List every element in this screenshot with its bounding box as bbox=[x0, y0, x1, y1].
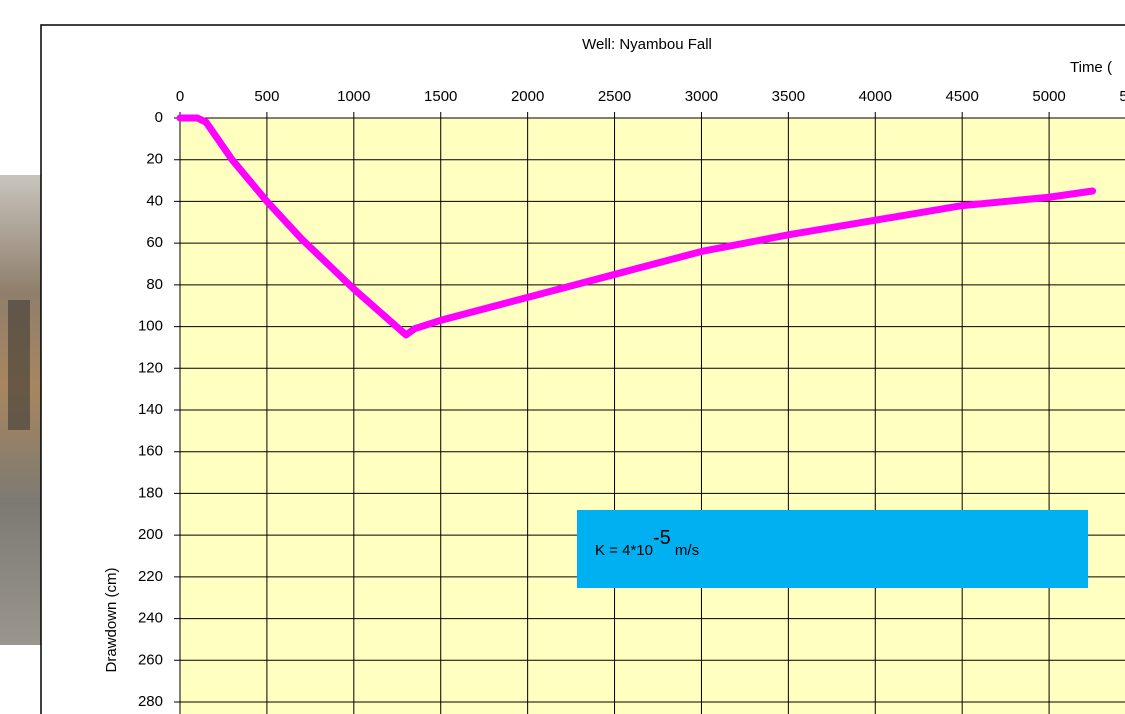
annotation-main: K = 4*10 bbox=[595, 542, 653, 559]
y-tick-label: 240 bbox=[138, 610, 163, 627]
y-tick-label: 140 bbox=[138, 401, 163, 418]
annotation-superscript: -5 bbox=[653, 527, 671, 549]
x-tick-label: 5500 bbox=[1119, 88, 1125, 105]
y-tick-label: 60 bbox=[146, 234, 163, 251]
y-tick-label: 200 bbox=[138, 526, 163, 543]
y-tick-label: 220 bbox=[138, 568, 163, 585]
screen: Well: Nyambou Fall Time ( Drawdown (cm) … bbox=[0, 0, 1125, 714]
y-tick-label: 180 bbox=[138, 484, 163, 501]
annotation-unit: m/s bbox=[671, 542, 699, 559]
x-tick-label: 2500 bbox=[598, 88, 631, 105]
plot-background bbox=[180, 118, 1125, 714]
x-tick-label: 1000 bbox=[337, 88, 370, 105]
chart-title: Well: Nyambou Fall bbox=[582, 36, 712, 53]
y-tick-label: 20 bbox=[146, 151, 163, 168]
y-tick-label: 40 bbox=[146, 192, 163, 209]
x-tick-label: 4500 bbox=[945, 88, 978, 105]
x-tick-label: 0 bbox=[176, 88, 184, 105]
y-tick-label: 280 bbox=[138, 693, 163, 710]
y-tick-label: 80 bbox=[146, 276, 163, 293]
annotation: K = 4*10-5 m/s bbox=[577, 510, 1088, 588]
plot: 0 20 40 60 80 100 120 140 160 180 200 220 240 260 280 0… bbox=[138, 88, 1125, 714]
x-tick-label: 3000 bbox=[685, 88, 718, 105]
y-tick-label: 100 bbox=[138, 318, 163, 335]
x-tick-label: 5000 bbox=[1032, 88, 1065, 105]
x-axis-label: Time ( bbox=[1070, 59, 1112, 76]
y-tick-label: 0 bbox=[155, 109, 163, 126]
x-tick-label: 1500 bbox=[424, 88, 457, 105]
x-tick-label: 2000 bbox=[511, 88, 544, 105]
y-tick-label: 120 bbox=[138, 359, 163, 376]
photo-detail bbox=[8, 300, 30, 430]
x-tick-label: 3500 bbox=[772, 88, 805, 105]
x-tick-label: 4000 bbox=[859, 88, 892, 105]
y-axis-label: Drawdown (cm) bbox=[103, 567, 120, 672]
y-tick-label: 160 bbox=[138, 443, 163, 460]
x-tick-label: 500 bbox=[254, 88, 279, 105]
y-tick-label: 260 bbox=[138, 651, 163, 668]
